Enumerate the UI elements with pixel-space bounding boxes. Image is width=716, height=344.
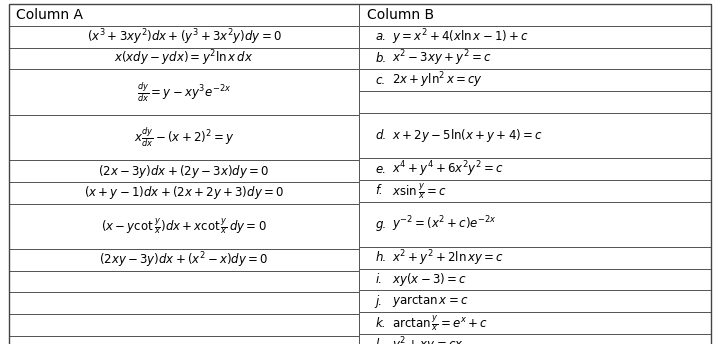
Bar	[9, 47, 359, 69]
Text: i.: i.	[375, 273, 382, 286]
Bar	[359, 180, 711, 202]
Bar	[359, 202, 711, 247]
Text: $y = x^2 + 4(x\ln x - 1) + c$: $y = x^2 + 4(x\ln x - 1) + c$	[392, 27, 528, 46]
Text: k.: k.	[375, 316, 386, 330]
Text: h.: h.	[375, 251, 387, 265]
Text: $(2x - 3y)dx + (2y - 3x)dy = 0$: $(2x - 3y)dx + (2y - 3x)dy = 0$	[98, 162, 270, 180]
Bar	[359, 4, 711, 26]
Text: $(x^3 + 3xy^2)dx + (y^3 + 3x^2y)dy = 0$: $(x^3 + 3xy^2)dx + (y^3 + 3x^2y)dy = 0$	[87, 27, 281, 46]
Text: a.: a.	[375, 30, 386, 43]
Bar	[9, 115, 359, 160]
Bar	[359, 91, 711, 113]
Bar	[9, 249, 359, 271]
Text: Column B: Column B	[367, 8, 434, 22]
Bar	[9, 271, 359, 292]
Text: $x^2 + y^2 + 2\ln xy = c$: $x^2 + y^2 + 2\ln xy = c$	[392, 248, 504, 268]
Text: $x^2 - 3xy + y^2 = c$: $x^2 - 3xy + y^2 = c$	[392, 49, 491, 68]
Text: $y\arctan x = c$: $y\arctan x = c$	[392, 293, 468, 309]
Bar	[359, 26, 711, 47]
Text: $x^4 + y^4 + 6x^2y^2 = c$: $x^4 + y^4 + 6x^2y^2 = c$	[392, 159, 503, 179]
Text: $x(xdy - ydx) = y^2 \ln x\, dx$: $x(xdy - ydx) = y^2 \ln x\, dx$	[115, 49, 253, 68]
Text: $xy(x - 3) = c$: $xy(x - 3) = c$	[392, 271, 467, 288]
Text: $2x + y\ln^2 x = cy$: $2x + y\ln^2 x = cy$	[392, 71, 483, 90]
Text: $y^{-2} = (x^2 + c)e^{-2x}$: $y^{-2} = (x^2 + c)e^{-2x}$	[392, 215, 496, 234]
Bar	[9, 292, 359, 314]
Bar	[359, 247, 711, 269]
Text: b.: b.	[375, 52, 387, 65]
Bar	[359, 290, 711, 312]
Bar	[9, 182, 359, 204]
Text: g.: g.	[375, 218, 387, 231]
Text: $\frac{dy}{dx} = y - xy^3e^{-2x}$: $\frac{dy}{dx} = y - xy^3e^{-2x}$	[137, 80, 231, 104]
Bar	[359, 158, 711, 180]
Text: $(2xy - 3y)dx + (x^2 - x)dy = 0$: $(2xy - 3y)dx + (x^2 - x)dy = 0$	[100, 250, 268, 270]
Text: $x + 2y - 5\ln(x + y + 4) = c$: $x + 2y - 5\ln(x + y + 4) = c$	[392, 127, 543, 144]
Bar	[9, 4, 359, 26]
Bar	[9, 336, 359, 344]
Text: d.: d.	[375, 129, 387, 142]
Text: c.: c.	[375, 74, 385, 87]
Bar	[359, 113, 711, 158]
Bar	[9, 26, 359, 47]
Bar	[359, 47, 711, 69]
Text: $x\sin\frac{y}{x} = c$: $x\sin\frac{y}{x} = c$	[392, 181, 447, 201]
Text: $(x + y - 1)dx + (2x + 2y + 3)dy = 0$: $(x + y - 1)dx + (2x + 2y + 3)dy = 0$	[84, 184, 284, 201]
Text: $\arctan\frac{y}{x} = e^x + c$: $\arctan\frac{y}{x} = e^x + c$	[392, 313, 488, 333]
Bar	[359, 269, 711, 290]
Bar	[359, 312, 711, 334]
Text: $y^2 + xy = cx$: $y^2 + xy = cx$	[392, 335, 463, 344]
Text: e.: e.	[375, 162, 386, 175]
Text: l.: l.	[375, 338, 382, 344]
Bar	[9, 160, 359, 182]
Bar	[359, 334, 711, 344]
Bar	[359, 69, 711, 91]
Text: f.: f.	[375, 184, 383, 197]
Text: $(x - y\cot\frac{y}{x})dx + x\cot\frac{y}{x}\,dy = 0$: $(x - y\cot\frac{y}{x})dx + x\cot\frac{y…	[101, 216, 267, 236]
Bar	[9, 69, 359, 115]
Bar	[9, 314, 359, 336]
Text: Column A: Column A	[16, 8, 83, 22]
Text: j.: j.	[375, 295, 382, 308]
Bar	[9, 204, 359, 249]
Text: $x\frac{dy}{dx} - (x+2)^2 = y$: $x\frac{dy}{dx} - (x+2)^2 = y$	[134, 126, 234, 149]
